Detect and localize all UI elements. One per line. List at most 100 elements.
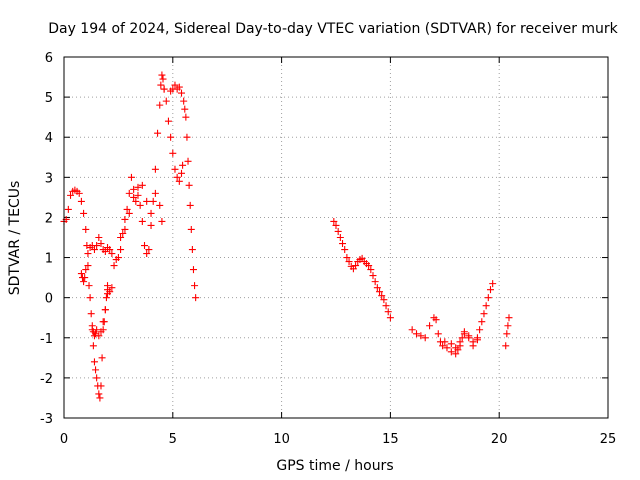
data-point	[147, 221, 155, 229]
data-point	[125, 209, 133, 217]
data-point	[502, 342, 510, 350]
x-tick-label: 5	[169, 432, 177, 447]
data-point	[456, 338, 464, 346]
data-point	[164, 117, 172, 125]
data-point	[93, 374, 101, 382]
data-point	[178, 169, 186, 177]
data-point	[96, 394, 104, 402]
data-point	[119, 229, 127, 237]
data-point	[469, 342, 477, 350]
data-point	[89, 342, 97, 350]
data-point	[345, 258, 353, 266]
data-point	[64, 205, 72, 213]
data-point	[504, 322, 512, 330]
data-point	[421, 334, 429, 342]
series-arc-early-oscillating	[60, 186, 112, 402]
data-point	[443, 344, 451, 352]
data-point	[441, 338, 449, 346]
y-tick-label: 6	[45, 51, 53, 66]
y-tick-label: -1	[40, 332, 53, 347]
data-point	[151, 189, 159, 197]
data-point	[382, 302, 390, 310]
data-point	[380, 296, 388, 304]
data-point	[192, 294, 200, 302]
series-arc-second-peak	[160, 85, 187, 185]
data-point	[378, 292, 386, 300]
data-point	[90, 358, 98, 366]
data-point	[476, 326, 484, 334]
data-point	[95, 390, 103, 398]
y-tick-label: 2	[45, 211, 53, 226]
data-point	[106, 246, 114, 254]
data-point	[386, 314, 394, 322]
data-point	[97, 240, 105, 248]
data-point	[151, 165, 159, 173]
y-tick-label: -2	[40, 372, 53, 387]
x-tick-label: 25	[600, 432, 617, 447]
y-tick-label: 1	[45, 252, 53, 267]
data-point	[108, 250, 116, 258]
data-point	[98, 354, 106, 362]
y-tick-label: -3	[40, 412, 53, 427]
data-point	[121, 215, 129, 223]
data-point	[178, 89, 186, 97]
data-point	[93, 242, 101, 250]
data-point	[452, 350, 460, 358]
data-point	[171, 81, 179, 89]
y-tick-label: 0	[45, 292, 53, 307]
data-point	[482, 302, 490, 310]
data-point	[77, 270, 85, 278]
data-point	[102, 294, 110, 302]
x-tick-labels: 0 5 10 15 20 25	[60, 432, 616, 447]
data-point	[130, 193, 138, 201]
data-point	[86, 294, 94, 302]
data-point	[138, 217, 146, 225]
data-point	[167, 133, 175, 141]
data-point	[417, 332, 425, 340]
data-point	[97, 328, 105, 336]
series-arc-second-plateau	[167, 81, 200, 302]
y-tick-label: 5	[45, 91, 53, 106]
data-point	[371, 278, 379, 286]
data-point	[104, 282, 112, 290]
data-point	[80, 278, 88, 286]
data-point	[480, 310, 488, 318]
data-point	[189, 266, 197, 274]
data-point	[157, 81, 165, 89]
data-point	[484, 294, 492, 302]
data-point	[187, 225, 195, 233]
data-point	[127, 173, 135, 181]
data-point	[136, 201, 144, 209]
data-point	[85, 282, 93, 290]
x-tick-label: 15	[382, 432, 399, 447]
data-point	[101, 248, 109, 256]
data-point	[117, 246, 125, 254]
data-point	[173, 173, 181, 181]
data-point	[125, 189, 133, 197]
data-point	[339, 240, 347, 248]
data-point	[159, 75, 167, 83]
data-point	[184, 157, 192, 165]
data-point	[465, 334, 473, 342]
data-point	[352, 262, 360, 270]
series-arc-midday	[330, 217, 394, 322]
data-point	[87, 310, 95, 318]
x-tick-label: 0	[60, 432, 68, 447]
data-point	[185, 181, 193, 189]
data-point	[93, 326, 101, 334]
data-point	[138, 181, 146, 189]
data-point	[106, 288, 114, 296]
data-point	[175, 83, 183, 91]
data-point	[376, 288, 384, 296]
data-point	[134, 183, 142, 191]
data-point	[156, 201, 164, 209]
data-point	[454, 346, 462, 354]
data-point	[97, 382, 105, 390]
data-point	[80, 209, 88, 217]
data-point	[447, 340, 455, 348]
data-point	[141, 242, 149, 250]
data-point	[180, 97, 188, 105]
data-point	[188, 246, 196, 254]
data-point	[330, 217, 338, 225]
data-point	[158, 217, 166, 225]
